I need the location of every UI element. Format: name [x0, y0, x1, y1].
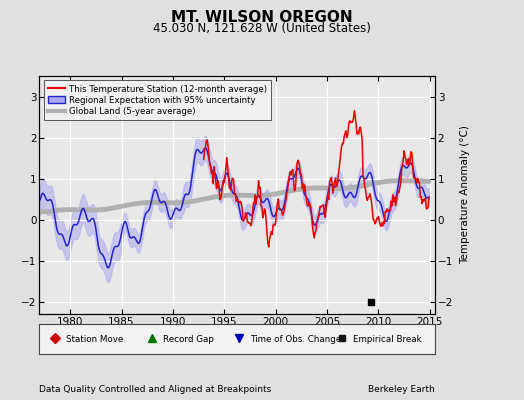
Legend: This Temperature Station (12-month average), Regional Expectation with 95% uncer: This Temperature Station (12-month avera…: [43, 80, 271, 120]
Text: Time of Obs. Change: Time of Obs. Change: [250, 334, 342, 344]
Text: Data Quality Controlled and Aligned at Breakpoints: Data Quality Controlled and Aligned at B…: [39, 386, 271, 394]
Text: Empirical Break: Empirical Break: [353, 334, 422, 344]
Text: Berkeley Earth: Berkeley Earth: [368, 386, 435, 394]
Text: Record Gap: Record Gap: [163, 334, 214, 344]
Text: 45.030 N, 121.628 W (United States): 45.030 N, 121.628 W (United States): [153, 22, 371, 35]
Text: Station Move: Station Move: [66, 334, 124, 344]
Y-axis label: Temperature Anomaly (°C): Temperature Anomaly (°C): [460, 126, 470, 264]
Text: MT. WILSON OREGON: MT. WILSON OREGON: [171, 10, 353, 26]
